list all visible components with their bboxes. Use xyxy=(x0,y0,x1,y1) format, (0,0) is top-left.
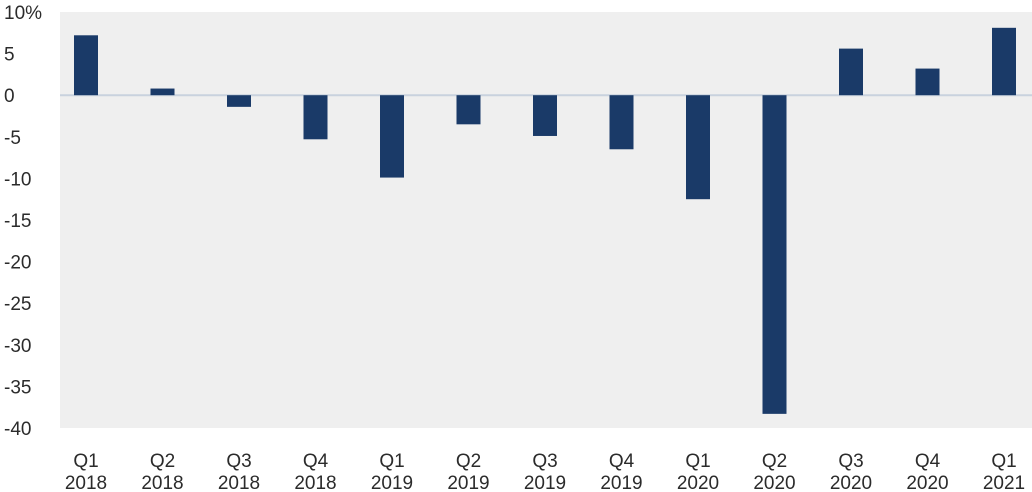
y-tick-label: 10% xyxy=(4,3,42,24)
bar xyxy=(762,95,787,414)
x-tick-label-year: 2021 xyxy=(983,473,1025,492)
x-tick-label-quarter: Q2 xyxy=(762,451,787,472)
x-tick-label-year: 2019 xyxy=(447,473,489,492)
bar xyxy=(839,48,863,96)
y-tick-label: -35 xyxy=(4,377,31,398)
bar xyxy=(380,95,404,178)
x-tick-label-quarter: Q1 xyxy=(73,451,98,472)
x-tick-label-year: 2018 xyxy=(218,473,260,492)
bar xyxy=(915,68,940,96)
y-tick-label: 5 xyxy=(4,45,15,66)
x-tick-label-year: 2019 xyxy=(524,473,566,492)
y-tick-label: -15 xyxy=(4,211,31,232)
bar xyxy=(686,95,710,200)
bar xyxy=(533,95,557,136)
x-tick-label-quarter: Q3 xyxy=(532,451,557,472)
bar xyxy=(456,95,481,125)
x-tick-label-year: 2020 xyxy=(677,473,719,492)
bar xyxy=(992,27,1016,96)
x-tick-label-quarter: Q2 xyxy=(150,451,175,472)
plot-area xyxy=(60,12,1032,428)
x-tick-label-year: 2018 xyxy=(65,473,107,492)
x-tick-label-year: 2019 xyxy=(600,473,642,492)
x-tick-label-quarter: Q4 xyxy=(609,451,635,472)
x-tick-label-year: 2018 xyxy=(294,473,336,492)
x-tick-label-quarter: Q1 xyxy=(685,451,710,472)
x-axis-labels: Q12018Q22018Q32018Q42018Q12019Q22019Q320… xyxy=(65,451,1025,492)
bar xyxy=(227,95,251,107)
x-tick-label-year: 2018 xyxy=(141,473,183,492)
x-tick-label-quarter: Q3 xyxy=(838,451,863,472)
x-tick-label-year: 2020 xyxy=(830,473,872,492)
x-tick-label-quarter: Q1 xyxy=(379,451,404,472)
bar xyxy=(74,35,98,96)
y-tick-label: -25 xyxy=(4,294,31,315)
y-tick-label: -5 xyxy=(4,128,21,149)
y-tick-label: -20 xyxy=(4,253,31,274)
bar xyxy=(303,95,328,140)
x-tick-label-year: 2020 xyxy=(753,473,795,492)
x-tick-label-quarter: Q3 xyxy=(226,451,251,472)
y-axis-ticks: 10% 5 0 -5 -10 -15 -20 -25 -30 -35 -40 xyxy=(4,3,42,440)
bar xyxy=(609,95,634,150)
y-tick-label: -10 xyxy=(4,169,31,190)
x-tick-label-year: 2019 xyxy=(371,473,413,492)
x-tick-label-quarter: Q1 xyxy=(991,451,1016,472)
bars xyxy=(74,27,1016,414)
y-tick-label: -30 xyxy=(4,336,31,357)
x-tick-label-quarter: Q2 xyxy=(456,451,481,472)
y-tick-label: 0 xyxy=(4,86,15,107)
x-tick-label-year: 2020 xyxy=(906,473,948,492)
x-tick-label-quarter: Q4 xyxy=(915,451,941,472)
x-tick-label-quarter: Q4 xyxy=(303,451,329,472)
bar xyxy=(150,88,175,96)
y-tick-label: -40 xyxy=(4,419,31,440)
